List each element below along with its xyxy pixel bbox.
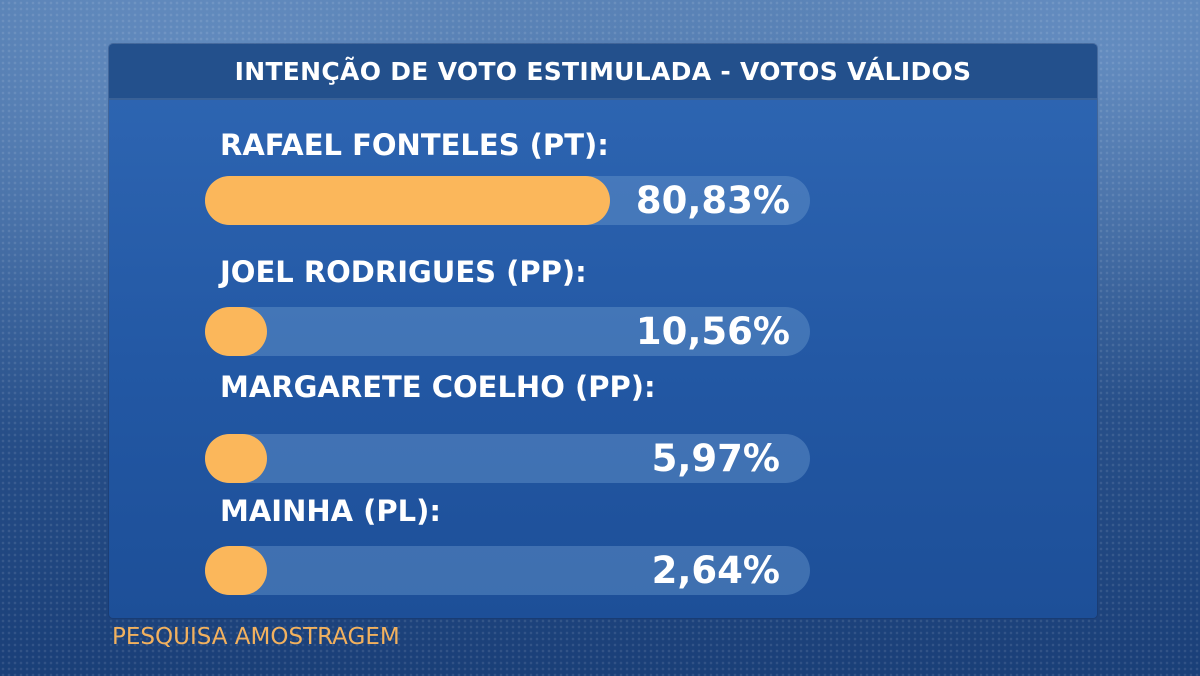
source-label: PESQUISA AMOSTRAGEM xyxy=(112,624,400,650)
candidate-name: MAINHA (PL): xyxy=(220,494,442,528)
bar-fill xyxy=(205,546,267,595)
chart-title: INTENÇÃO DE VOTO ESTIMULADA - VOTOS VÁLI… xyxy=(234,56,972,86)
bar-fill xyxy=(205,434,267,483)
bar-value-label: 5,97% xyxy=(651,437,780,480)
bar-value-label: 2,64% xyxy=(651,549,780,592)
title-bar: INTENÇÃO DE VOTO ESTIMULADA - VOTOS VÁLI… xyxy=(109,44,1097,100)
bar-value-label: 80,83% xyxy=(635,179,790,222)
bar-track: 5,97% xyxy=(205,434,810,483)
bar-track: 80,83% xyxy=(205,176,810,225)
bar-track: 10,56% xyxy=(205,307,810,356)
bar-track: 2,64% xyxy=(205,546,810,595)
candidate-name: RAFAEL FONTELES (PT): xyxy=(220,128,609,162)
results-panel xyxy=(109,44,1097,618)
bar-fill xyxy=(205,176,610,225)
bar-fill xyxy=(205,307,267,356)
candidate-name: MARGARETE COELHO (PP): xyxy=(220,370,656,404)
candidate-name: JOEL RODRIGUES (PP): xyxy=(220,255,587,289)
bar-value-label: 10,56% xyxy=(635,310,790,353)
